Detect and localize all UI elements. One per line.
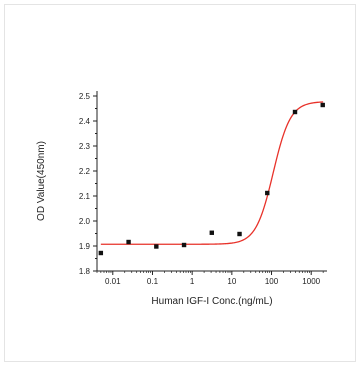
y-axis-title: OD Value(450nm) — [36, 141, 47, 221]
chart-frame — [4, 4, 356, 362]
data-points-group — [98, 102, 325, 256]
y-tick-label: 2.4 — [79, 117, 91, 126]
x-tick-label: 1 — [190, 277, 195, 286]
data-point-square — [320, 102, 325, 108]
fit-curve-group — [100, 101, 324, 245]
axes-group: 1.8 1.9 2.0 2.1 2.2 2.3 2.4 2.5 0.01 0.1 1 10 100 100… — [79, 91, 327, 286]
x-tick-label: 100 — [265, 277, 279, 286]
y-tick-label: 1.9 — [79, 242, 91, 251]
fit-curve-line — [100, 101, 324, 245]
data-point-square — [265, 190, 270, 196]
x-tick-label: 1000 — [302, 277, 320, 286]
y-tick-label: 2.2 — [79, 167, 91, 176]
data-point-square — [292, 109, 298, 115]
data-point-square — [126, 239, 131, 245]
y-tick-label: 2.0 — [79, 217, 91, 226]
y-tick-label: 2.1 — [79, 192, 91, 201]
y-tick-label: 2.3 — [79, 142, 91, 151]
data-point-square — [154, 244, 159, 249]
data-point-square — [209, 230, 214, 235]
x-axis-title: Human IGF-I Conc.(ng/mL) — [151, 296, 272, 307]
data-point-square — [98, 250, 104, 256]
data-point-square — [181, 242, 187, 248]
x-tick-label: 10 — [227, 277, 236, 286]
y-tick-label: 2.5 — [79, 92, 91, 101]
x-tick-label: 0.01 — [105, 277, 121, 286]
x-tick-label: 0.1 — [147, 277, 159, 286]
data-point-square — [237, 231, 242, 237]
y-tick-label: 1.8 — [79, 267, 91, 276]
